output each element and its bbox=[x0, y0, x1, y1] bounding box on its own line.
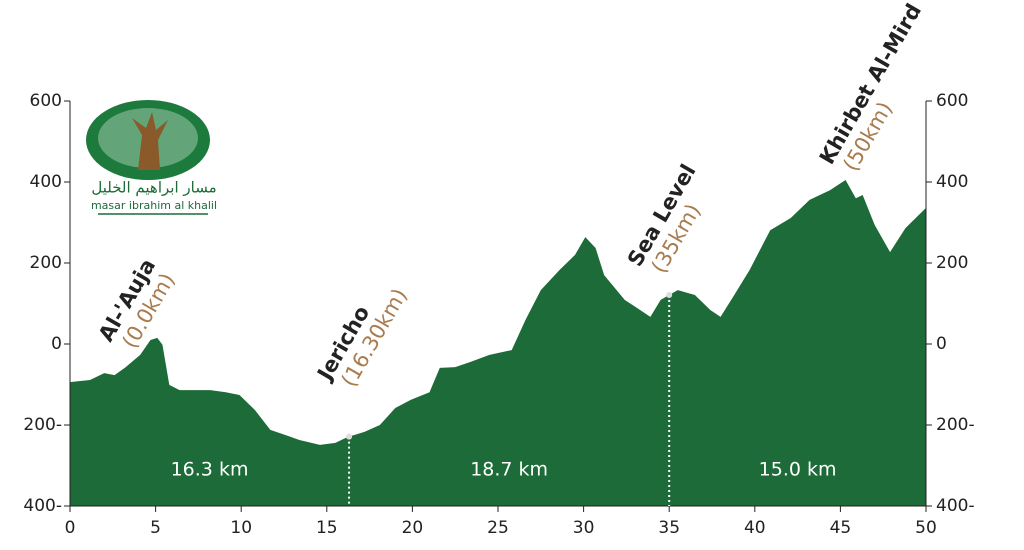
waypoint-label: Jericho(16.30km) bbox=[312, 284, 412, 391]
waypoint-label: Khirbet Al-Mird(50km) bbox=[815, 0, 926, 175]
y2-tick-label: 600 bbox=[936, 91, 968, 111]
y-tick-label: 200 bbox=[30, 253, 62, 273]
x-tick-label: 10 bbox=[230, 518, 252, 538]
y2-tick-label: 400- bbox=[936, 496, 975, 516]
x-tick-label: 20 bbox=[402, 518, 424, 538]
x-tick-label: 30 bbox=[573, 518, 595, 538]
x-tick-label: 45 bbox=[830, 518, 852, 538]
y2-tick-label: 400 bbox=[936, 172, 968, 192]
segment-label: 18.7 km bbox=[470, 459, 548, 481]
x-tick-label: 40 bbox=[744, 518, 766, 538]
y-tick-label: 200- bbox=[23, 415, 62, 435]
elevation-area bbox=[70, 179, 926, 506]
x-tick-label: 15 bbox=[316, 518, 338, 538]
logo: مسار ابراهيم الخليل masar ibrahim al kha… bbox=[86, 100, 217, 215]
logo-latin: masar ibrahim al khalil bbox=[91, 199, 217, 212]
y2-tick-label: 200- bbox=[936, 415, 975, 435]
segment-label: 15.0 km bbox=[759, 459, 837, 481]
y2-tick-label: 200 bbox=[936, 253, 968, 273]
x-tick-label: 50 bbox=[915, 518, 937, 538]
waypoint-dot bbox=[346, 433, 353, 440]
x-tick-label: 35 bbox=[658, 518, 680, 538]
waypoint-label: Sea Level(35km) bbox=[623, 160, 705, 277]
x-tick-label: 0 bbox=[65, 518, 76, 538]
x-tick-label: 5 bbox=[150, 518, 161, 538]
y2-tick-label: 0 bbox=[936, 334, 947, 354]
segment-label: 16.3 km bbox=[171, 459, 249, 481]
y-tick-label: 600 bbox=[30, 91, 62, 111]
waypoint-dot bbox=[666, 291, 673, 298]
x-tick-label: 25 bbox=[487, 518, 509, 538]
logo-tree-trunk bbox=[132, 112, 168, 170]
logo-arabic: مسار ابراهيم الخليل bbox=[91, 179, 216, 197]
y-tick-label: 400 bbox=[30, 172, 62, 192]
y-tick-label: 0 bbox=[51, 334, 62, 354]
waypoint-label: Al-'Auja(0.0km) bbox=[94, 255, 180, 353]
y-tick-label: 400- bbox=[23, 496, 62, 516]
